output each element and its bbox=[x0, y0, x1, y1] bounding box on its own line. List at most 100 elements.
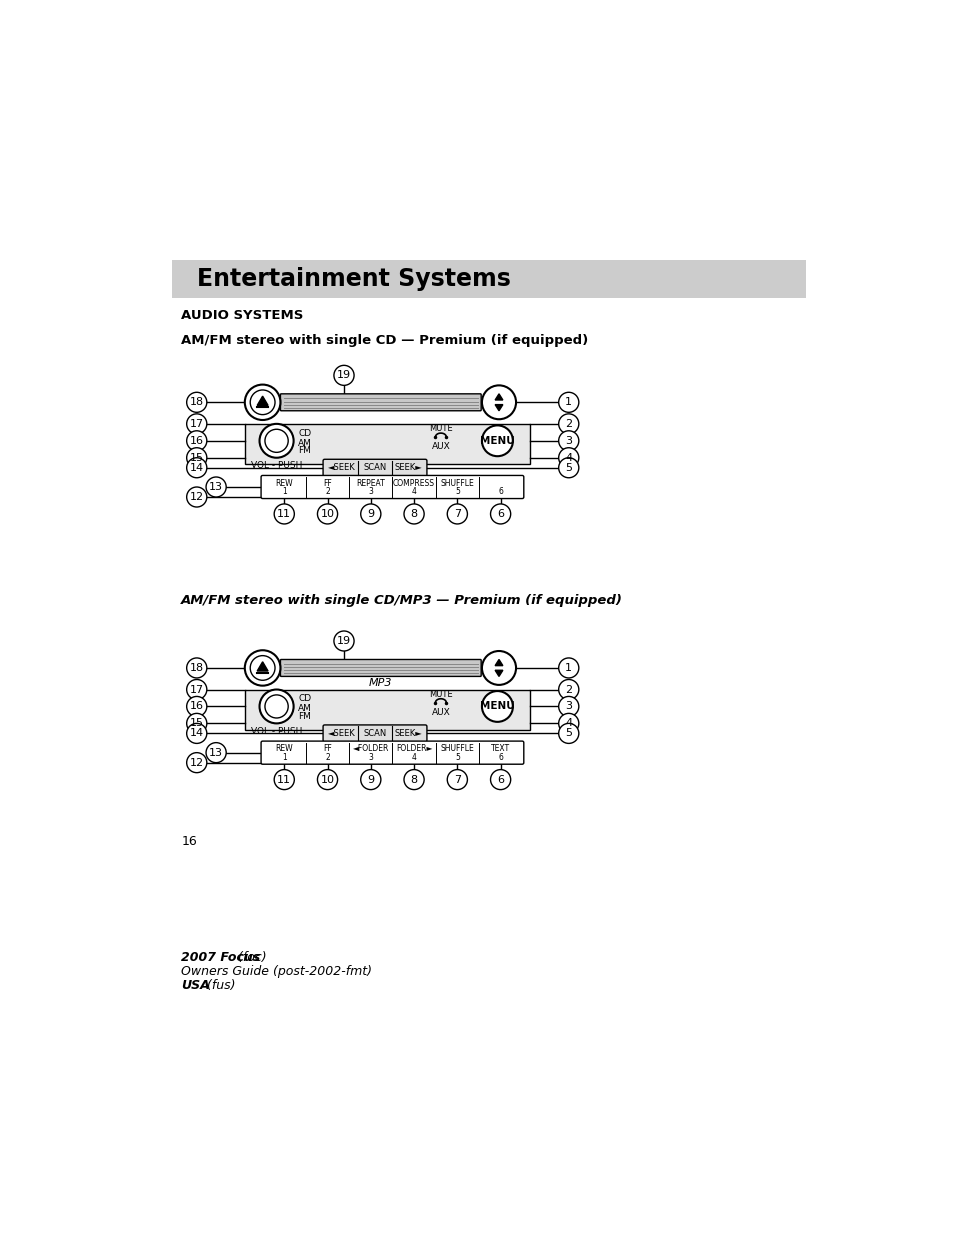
FancyBboxPatch shape bbox=[323, 725, 427, 742]
Polygon shape bbox=[495, 394, 502, 400]
Polygon shape bbox=[495, 671, 502, 677]
Circle shape bbox=[187, 414, 207, 433]
Circle shape bbox=[490, 504, 510, 524]
Text: 11: 11 bbox=[277, 774, 291, 784]
Text: CD: CD bbox=[298, 429, 311, 437]
Polygon shape bbox=[495, 405, 502, 411]
Text: 4: 4 bbox=[564, 453, 572, 463]
Circle shape bbox=[187, 393, 207, 412]
Circle shape bbox=[187, 724, 207, 743]
Circle shape bbox=[481, 692, 513, 721]
Text: 2: 2 bbox=[325, 753, 330, 762]
Text: REPEAT: REPEAT bbox=[356, 479, 385, 488]
Text: 10: 10 bbox=[320, 509, 335, 519]
Text: CD: CD bbox=[298, 694, 311, 703]
Text: 16: 16 bbox=[190, 436, 204, 446]
Text: (foc): (foc) bbox=[233, 951, 266, 965]
Text: MUTE: MUTE bbox=[429, 689, 453, 699]
Text: AM: AM bbox=[298, 438, 312, 447]
Circle shape bbox=[360, 504, 380, 524]
Circle shape bbox=[274, 504, 294, 524]
Circle shape bbox=[481, 651, 516, 685]
Circle shape bbox=[259, 424, 294, 458]
Text: SHUFFLE: SHUFFLE bbox=[440, 479, 474, 488]
Text: 2: 2 bbox=[564, 684, 572, 694]
Text: ◄SEEK: ◄SEEK bbox=[327, 729, 355, 737]
Text: MP3: MP3 bbox=[369, 678, 392, 688]
FancyBboxPatch shape bbox=[261, 475, 523, 499]
Text: 1: 1 bbox=[281, 487, 286, 496]
Circle shape bbox=[187, 679, 207, 699]
Text: 1: 1 bbox=[565, 663, 572, 673]
Text: FF: FF bbox=[323, 745, 332, 753]
Text: TEXT: TEXT bbox=[491, 745, 510, 753]
FancyBboxPatch shape bbox=[280, 659, 480, 677]
Text: 19: 19 bbox=[336, 370, 351, 380]
Polygon shape bbox=[257, 662, 268, 671]
Text: 7: 7 bbox=[454, 509, 460, 519]
Text: 5: 5 bbox=[565, 463, 572, 473]
Text: 13: 13 bbox=[209, 482, 223, 492]
Polygon shape bbox=[257, 396, 268, 405]
Text: 1: 1 bbox=[281, 753, 286, 762]
Circle shape bbox=[481, 425, 513, 456]
Text: 3: 3 bbox=[565, 701, 572, 711]
Circle shape bbox=[558, 658, 578, 678]
Text: SCAN: SCAN bbox=[363, 463, 386, 472]
Polygon shape bbox=[495, 659, 502, 666]
Text: COMPRESS: COMPRESS bbox=[393, 479, 435, 488]
Text: SCAN: SCAN bbox=[363, 729, 386, 737]
Text: 3: 3 bbox=[368, 753, 373, 762]
Text: 6: 6 bbox=[497, 487, 502, 496]
Text: Entertainment Systems: Entertainment Systems bbox=[196, 267, 510, 291]
Circle shape bbox=[481, 385, 516, 419]
Text: 12: 12 bbox=[190, 492, 204, 501]
Text: 6: 6 bbox=[497, 509, 503, 519]
Circle shape bbox=[558, 714, 578, 734]
FancyBboxPatch shape bbox=[323, 459, 427, 477]
Circle shape bbox=[206, 477, 226, 496]
FancyBboxPatch shape bbox=[261, 741, 523, 764]
Text: 1: 1 bbox=[565, 398, 572, 408]
Text: 15: 15 bbox=[190, 719, 204, 729]
Circle shape bbox=[558, 679, 578, 699]
Text: 2: 2 bbox=[325, 487, 330, 496]
Text: MENU: MENU bbox=[479, 436, 515, 446]
Text: 9: 9 bbox=[367, 509, 374, 519]
Text: 6: 6 bbox=[497, 753, 502, 762]
Text: 5: 5 bbox=[455, 753, 459, 762]
Circle shape bbox=[259, 689, 294, 724]
Circle shape bbox=[490, 769, 510, 789]
Text: 2007 Focus: 2007 Focus bbox=[181, 951, 260, 965]
Circle shape bbox=[187, 487, 207, 508]
Text: 14: 14 bbox=[190, 729, 204, 739]
Text: 17: 17 bbox=[190, 419, 204, 429]
Text: 13: 13 bbox=[209, 747, 223, 757]
Text: 3: 3 bbox=[565, 436, 572, 446]
Text: Owners Guide (post-2002-fmt): Owners Guide (post-2002-fmt) bbox=[181, 965, 372, 978]
Circle shape bbox=[447, 769, 467, 789]
Text: 16: 16 bbox=[190, 701, 204, 711]
Circle shape bbox=[187, 697, 207, 716]
Text: 4: 4 bbox=[564, 719, 572, 729]
Text: AM/FM stereo with single CD/MP3 — Premium (if equipped): AM/FM stereo with single CD/MP3 — Premiu… bbox=[181, 594, 622, 606]
Circle shape bbox=[558, 448, 578, 468]
Text: 12: 12 bbox=[190, 757, 204, 768]
Text: USA: USA bbox=[181, 978, 210, 992]
Circle shape bbox=[206, 742, 226, 763]
Text: 14: 14 bbox=[190, 463, 204, 473]
Text: SHUFFLE: SHUFFLE bbox=[440, 745, 474, 753]
Text: 5: 5 bbox=[565, 729, 572, 739]
Text: MENU: MENU bbox=[479, 701, 515, 711]
Circle shape bbox=[558, 414, 578, 433]
Circle shape bbox=[274, 769, 294, 789]
Circle shape bbox=[558, 724, 578, 743]
Text: 9: 9 bbox=[367, 774, 374, 784]
Circle shape bbox=[187, 431, 207, 451]
Text: SEEK►: SEEK► bbox=[395, 729, 422, 737]
Circle shape bbox=[403, 504, 424, 524]
Text: REW: REW bbox=[275, 479, 293, 488]
Text: FM: FM bbox=[298, 711, 311, 721]
Text: AUDIO SYSTEMS: AUDIO SYSTEMS bbox=[181, 309, 303, 322]
Text: 4: 4 bbox=[411, 487, 416, 496]
